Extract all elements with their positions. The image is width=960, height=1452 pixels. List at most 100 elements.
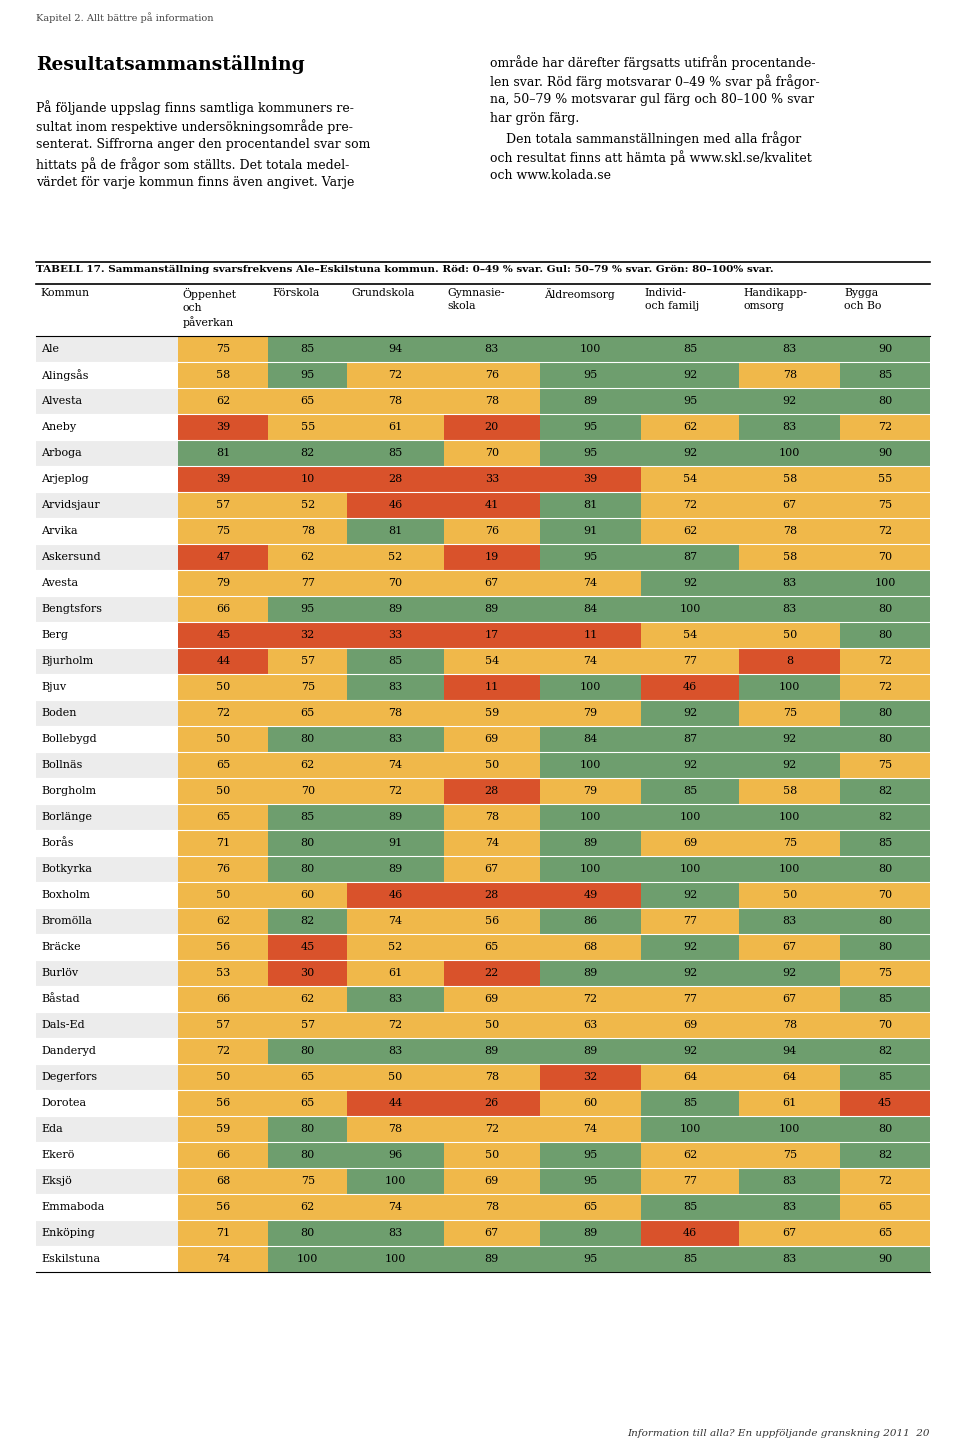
Bar [640,960,739,986]
Bar [36,571,179,595]
Bar [268,934,348,960]
Text: 70: 70 [878,890,892,900]
Bar [268,1220,348,1246]
Bar [348,518,444,544]
Bar [268,440,348,466]
Bar [840,1012,930,1038]
Text: 39: 39 [216,423,230,433]
Bar [840,362,930,388]
Bar [840,700,930,726]
Text: 50: 50 [388,1072,402,1082]
Bar [179,1194,268,1220]
Text: 85: 85 [878,995,892,1003]
Text: och www.kolada.se: och www.kolada.se [490,168,611,182]
Bar [640,388,739,414]
Text: 100: 100 [580,812,601,822]
Text: 100: 100 [297,1255,319,1265]
Text: 69: 69 [683,838,697,848]
Bar [444,1064,540,1090]
Bar [444,1143,540,1167]
Bar [739,414,840,440]
Text: 85: 85 [878,838,892,848]
Text: len svar. Röd färg motsvarar 0–49 % svar på frågor-: len svar. Röd färg motsvarar 0–49 % svar… [490,74,820,89]
Bar [444,544,540,571]
Bar [36,778,179,804]
Text: 85: 85 [388,656,402,666]
Bar [540,1246,640,1272]
Bar [540,518,640,544]
Text: 67: 67 [782,499,797,510]
Text: 61: 61 [388,423,402,433]
Text: 72: 72 [584,995,597,1003]
Bar [348,1090,444,1117]
Bar [36,388,179,414]
Bar [179,960,268,986]
Text: 39: 39 [584,473,597,484]
Text: 89: 89 [388,864,402,874]
Bar [268,414,348,440]
Bar [540,1090,640,1117]
Text: 83: 83 [782,423,797,433]
Bar [36,1220,179,1246]
Bar [268,1012,348,1038]
Text: Öppenhet
och
påverkan: Öppenhet och påverkan [182,287,236,328]
Bar [540,726,640,752]
Text: 75: 75 [878,968,892,979]
Bar [348,674,444,700]
Text: 95: 95 [300,604,315,614]
Text: Bjurholm: Bjurholm [41,656,93,666]
Bar [179,908,268,934]
Text: 65: 65 [216,759,230,770]
Text: 100: 100 [875,578,896,588]
Text: 20: 20 [485,423,499,433]
Text: 78: 78 [782,526,797,536]
Bar [179,934,268,960]
Text: 19: 19 [485,552,499,562]
Text: 65: 65 [300,709,315,717]
Bar [268,544,348,571]
Bar [840,726,930,752]
Text: 75: 75 [300,682,315,693]
Bar [640,518,739,544]
Text: 79: 79 [584,786,597,796]
Bar [179,1220,268,1246]
Bar [268,1194,348,1220]
Text: 100: 100 [680,864,701,874]
Text: 80: 80 [878,916,892,926]
Text: Arjeplog: Arjeplog [41,473,88,484]
Text: 83: 83 [388,1045,402,1056]
Bar [739,1143,840,1167]
Text: 75: 75 [782,1150,797,1160]
Bar [444,934,540,960]
Text: Bengtsfors: Bengtsfors [41,604,102,614]
Bar [840,804,930,831]
Bar [540,1038,640,1064]
Bar [540,1194,640,1220]
Text: Bräcke: Bräcke [41,942,81,953]
Bar [540,1143,640,1167]
Text: har grön färg.: har grön färg. [490,112,579,125]
Text: 52: 52 [388,552,402,562]
Text: Båstad: Båstad [41,995,80,1003]
Text: 100: 100 [780,812,801,822]
Bar [640,648,739,674]
Text: 80: 80 [300,1045,315,1056]
Text: 90: 90 [878,449,892,457]
Text: 63: 63 [584,1019,597,1029]
Text: Boden: Boden [41,709,77,717]
Bar [540,857,640,881]
Text: 65: 65 [300,1098,315,1108]
Bar [36,492,179,518]
Bar [840,1246,930,1272]
Bar [739,986,840,1012]
Text: 83: 83 [782,344,797,354]
Bar [348,1117,444,1143]
Text: 78: 78 [485,1072,499,1082]
Bar [739,700,840,726]
Bar [739,362,840,388]
Text: 75: 75 [878,759,892,770]
Bar [179,1246,268,1272]
Bar [179,1038,268,1064]
Bar [444,1194,540,1220]
Text: Berg: Berg [41,630,68,640]
